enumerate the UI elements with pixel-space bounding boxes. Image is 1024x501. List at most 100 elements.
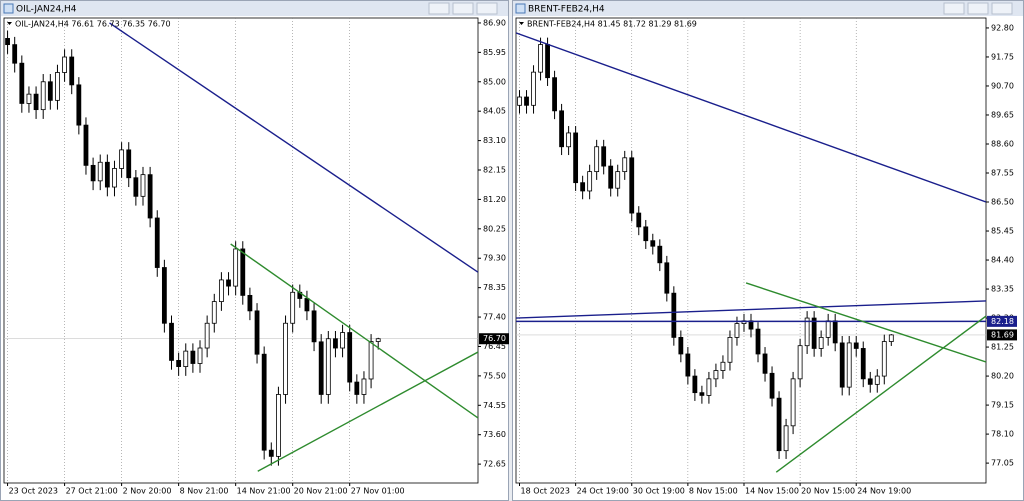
y-tick-label: 72.65 xyxy=(483,460,506,469)
candle-body xyxy=(699,392,705,396)
x-tick-label: 2 Nov 20:00 xyxy=(123,487,172,496)
candle-body xyxy=(888,334,894,342)
candle-body xyxy=(769,372,775,399)
price-label-box xyxy=(987,315,1017,327)
candle-body xyxy=(692,375,698,394)
trendline xyxy=(516,300,986,319)
candle-body xyxy=(290,291,296,324)
candle-body xyxy=(643,226,649,242)
y-tick-label: 84.05 xyxy=(483,107,506,116)
trendline xyxy=(775,315,986,473)
price-label-box xyxy=(479,333,509,345)
candle-body xyxy=(5,38,10,46)
minimize-button[interactable] xyxy=(428,2,450,15)
candle-body xyxy=(783,425,789,452)
trendline xyxy=(230,243,478,419)
candle-body xyxy=(104,161,110,188)
y-tick-label: 81.25 xyxy=(991,343,1014,352)
candle-body xyxy=(361,378,367,395)
x-tick-label: 30 Oct 19:00 xyxy=(633,487,685,496)
candle-body xyxy=(587,171,593,192)
candle-body xyxy=(183,350,189,367)
restore-button[interactable] xyxy=(967,2,989,15)
candle-body xyxy=(538,44,543,73)
candle-body xyxy=(354,381,360,395)
candle-body xyxy=(26,93,32,104)
y-tick-label: 92.80 xyxy=(991,23,1014,32)
candle-body xyxy=(169,322,174,361)
candle-body xyxy=(580,182,586,192)
x-tick-label: 24 Nov 19:00 xyxy=(857,487,911,496)
x-tick-label: 23 Oct 2023 xyxy=(9,487,58,496)
candle-body xyxy=(755,328,761,355)
window-icon xyxy=(3,3,14,14)
candle-body xyxy=(140,174,146,197)
candle-body xyxy=(776,397,782,452)
y-tick-label: 79.15 xyxy=(991,401,1014,410)
x-tick-label: 20 Nov 21:00 xyxy=(294,487,348,496)
candle-body xyxy=(608,165,614,189)
candle-body xyxy=(211,301,217,324)
close-button[interactable] xyxy=(476,2,498,15)
candle-body xyxy=(636,212,642,228)
trendline xyxy=(109,22,478,273)
candle-body xyxy=(559,110,564,148)
candle-body xyxy=(839,342,845,388)
candle-body xyxy=(154,217,160,268)
candle-body xyxy=(664,262,670,294)
candle-body xyxy=(119,149,125,169)
candle-body xyxy=(566,132,572,148)
candle-body xyxy=(671,292,677,338)
trendline xyxy=(257,351,478,472)
candle-body xyxy=(197,347,203,364)
title-bar xyxy=(513,1,1023,16)
candle-body xyxy=(333,338,338,349)
chart-info: OIL-JAN24,H4 76.61 76.73 76.35 76.70 xyxy=(15,20,171,29)
x-tick-label: 27 Nov 01:00 xyxy=(351,487,405,496)
y-tick-label: 73.60 xyxy=(483,430,506,439)
x-tick-label: 14 Nov 21:00 xyxy=(237,487,291,496)
y-tick-label: 86.90 xyxy=(483,18,506,27)
candle-body xyxy=(276,394,281,457)
candle-body xyxy=(340,332,345,349)
minimize-button[interactable] xyxy=(943,2,965,15)
restore-button[interactable] xyxy=(452,2,474,15)
candle-body xyxy=(254,310,260,355)
candle-body xyxy=(874,375,880,385)
y-tick-label: 87.55 xyxy=(991,169,1014,178)
y-tick-label: 74.55 xyxy=(483,401,506,410)
close-button[interactable] xyxy=(991,2,1013,15)
candle-body xyxy=(678,336,684,355)
candle-body xyxy=(615,171,621,189)
window-title: OIL-JAN24,H4 xyxy=(16,5,77,15)
x-tick-label: 20 Nov 15:00 xyxy=(801,487,855,496)
candle-body xyxy=(19,62,25,104)
y-tick-label: 83.10 xyxy=(483,136,506,145)
y-tick-label: 90.70 xyxy=(991,81,1014,90)
candle-body xyxy=(218,279,224,302)
candle-body xyxy=(517,96,522,106)
candle-body xyxy=(811,317,817,349)
candle-body xyxy=(325,338,331,395)
candle-body xyxy=(832,320,838,344)
candle-body xyxy=(311,310,317,343)
plot xyxy=(516,32,986,473)
candle-body xyxy=(90,164,96,182)
candle-body xyxy=(853,342,859,349)
y-tick-label: 88.60 xyxy=(991,139,1014,148)
y-tick-label: 81.20 xyxy=(483,195,506,204)
candle-body xyxy=(629,157,635,214)
chart-window: OIL-JAN24,H4 23 Oct 2023 27 Oct 21:00 2 Nov… xyxy=(0,0,509,501)
candle-body xyxy=(552,77,557,112)
candle-body xyxy=(147,174,153,219)
y-tick-label: 86.50 xyxy=(991,198,1014,207)
candle-body xyxy=(12,44,18,64)
candle-body xyxy=(727,336,733,363)
trendline xyxy=(745,282,986,363)
candle-body xyxy=(657,245,663,264)
candle-body xyxy=(734,323,740,338)
x-tick-label: 24 Oct 19:00 xyxy=(577,487,629,496)
info-marker xyxy=(519,22,524,25)
candle-body xyxy=(97,161,103,182)
